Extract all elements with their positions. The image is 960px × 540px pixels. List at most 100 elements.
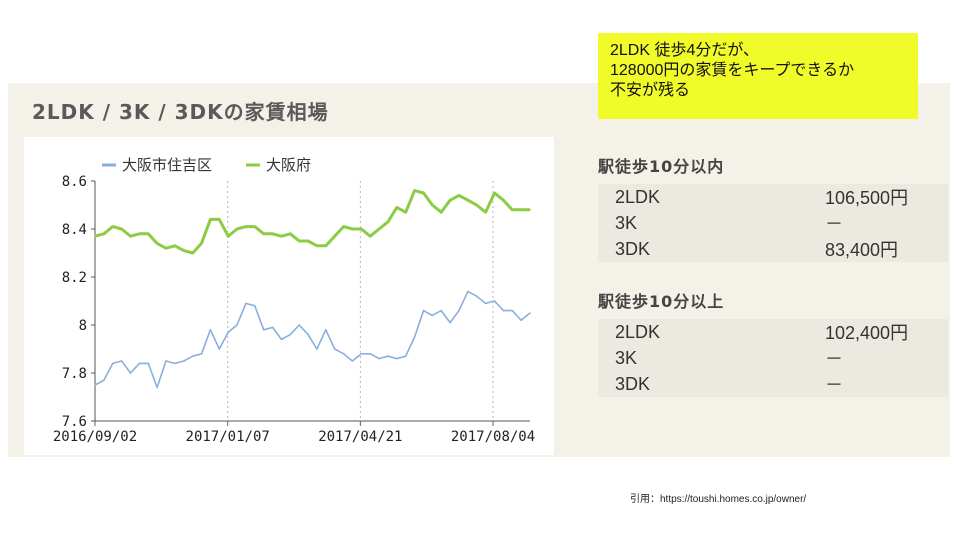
rent-table-over-10min: 2LDK 102,400円 3K － 3DK －: [598, 319, 948, 397]
data-point: [378, 228, 380, 230]
data-point: [529, 312, 531, 314]
data-point: [165, 360, 167, 362]
data-point: [120, 228, 123, 230]
table-row: 3K －: [598, 345, 948, 371]
data-point: [183, 249, 185, 252]
room-type: 3K: [615, 212, 638, 233]
rent-price: 83,400円: [825, 240, 899, 260]
table-row: 3DK 83,400円: [598, 236, 948, 262]
data-point: [351, 228, 354, 230]
data-point: [191, 252, 194, 254]
data-point: [484, 302, 487, 305]
data-point: [147, 233, 150, 235]
room-type: 3DK: [615, 373, 651, 394]
rent-price: －: [825, 349, 843, 369]
legend-label: 大阪市住吉区: [122, 156, 212, 174]
data-point: [191, 355, 194, 357]
data-point: [200, 353, 203, 355]
table-row: 2LDK 102,400円: [598, 319, 948, 345]
data-point: [129, 235, 132, 237]
data-point: [307, 333, 309, 336]
data-point: [333, 235, 336, 237]
data-point: [262, 233, 265, 235]
data-point: [413, 336, 416, 338]
data-point: [112, 225, 114, 228]
data-point: [307, 240, 309, 242]
data-point: [316, 245, 318, 247]
data-point: [351, 360, 354, 362]
data-point: [404, 211, 407, 213]
data-point: [236, 228, 238, 230]
data-point: [458, 194, 460, 197]
room-type: 3DK: [615, 238, 651, 259]
data-point: [475, 295, 478, 297]
data-point: [298, 240, 301, 242]
data-point: [360, 353, 363, 355]
data-point: [209, 218, 212, 221]
data-point: [289, 233, 292, 235]
data-point: [360, 228, 363, 230]
data-point: [404, 355, 407, 357]
data-point: [387, 221, 389, 223]
table-row: 2LDK 106,500円: [598, 184, 948, 210]
data-point: [520, 319, 522, 321]
y-tick-label: 7.6: [62, 414, 87, 430]
data-point: [440, 211, 443, 213]
citation-text: 引用：https://toushi.homes.co.jp/owner/: [630, 494, 807, 505]
data-point: [254, 305, 256, 307]
series-line-2: [94, 189, 530, 255]
room-type: 3K: [615, 347, 638, 368]
data-point: [254, 225, 256, 228]
room-type: 2LDK: [615, 321, 661, 342]
data-point: [103, 233, 105, 235]
data-point: [493, 192, 496, 194]
rent-chart-container: 2016/09/02 2017/01/07 2017/04/21 2017/08/04…: [24, 137, 554, 455]
data-point: [156, 242, 158, 245]
data-point: [493, 300, 496, 302]
series-line-1: [94, 290, 531, 389]
data-point: [520, 209, 522, 211]
data-point: [369, 353, 372, 355]
data-point: [165, 247, 167, 249]
data-point: [467, 290, 469, 293]
data-point: [289, 333, 292, 336]
note-line: 不安が残る: [610, 82, 691, 99]
data-point: [138, 362, 141, 365]
data-point: [156, 386, 158, 389]
data-point: [449, 321, 451, 324]
data-point: [138, 233, 141, 235]
data-point: [369, 235, 372, 237]
y-tick-label: 8.6: [62, 174, 87, 190]
data-point: [502, 309, 505, 312]
y-tick-label: 7.8: [62, 366, 87, 382]
x-tick-label: 2017/01/07: [186, 429, 270, 445]
data-point: [200, 242, 203, 245]
data-point: [431, 204, 434, 206]
table-row: 3DK －: [598, 371, 948, 397]
data-point: [147, 362, 150, 365]
rent-line-chart: 2016/09/02 2017/01/07 2017/04/21 2017/08/04…: [53, 156, 535, 445]
data-point: [298, 324, 301, 326]
data-point: [280, 338, 283, 341]
data-point: [325, 329, 327, 331]
data-point: [422, 192, 425, 194]
data-point: [378, 357, 380, 360]
data-point: [94, 384, 96, 386]
data-point: [333, 348, 336, 350]
data-point: [271, 326, 274, 329]
data-point: [120, 360, 123, 362]
data-point: [218, 348, 221, 350]
y-tick-label: 8.2: [62, 270, 87, 286]
data-point: [511, 309, 513, 312]
data-point: [342, 225, 345, 228]
x-tick-label: 2017/04/21: [318, 429, 402, 445]
data-point: [458, 309, 460, 312]
data-point: [103, 379, 105, 381]
comment-note: 2LDK 徒歩4分だが、 128000円の家賃をキープできるか 不安が残る: [598, 33, 918, 119]
data-point: [449, 199, 451, 201]
note-line: 128000円の家賃をキープできるか: [610, 62, 855, 79]
legend-label: 大阪府: [266, 156, 311, 174]
x-tick-label: 2016/09/02: [53, 429, 137, 445]
rent-price: 106,500円: [825, 188, 909, 208]
data-point: [387, 355, 389, 357]
